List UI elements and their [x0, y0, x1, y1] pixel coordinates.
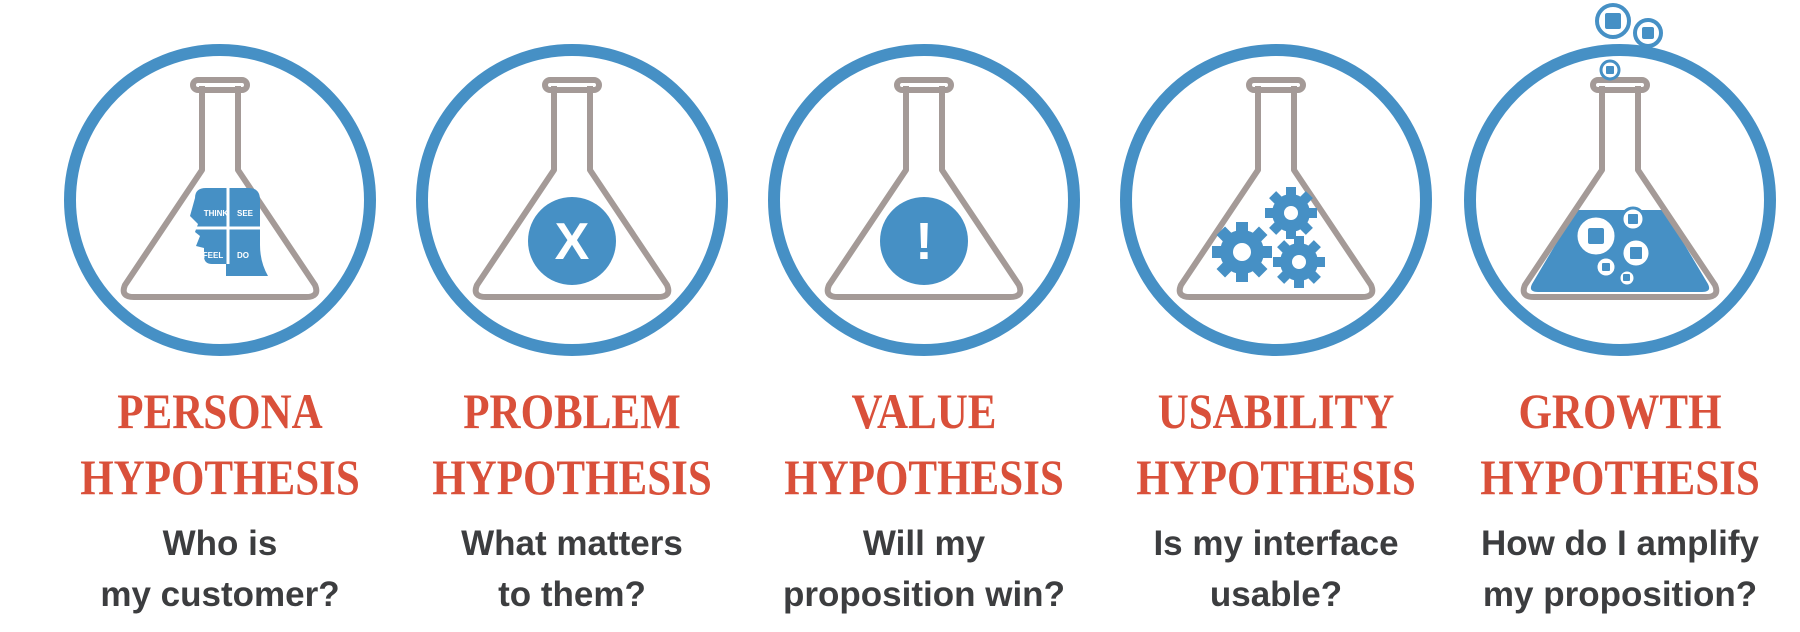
usability-title: USABILITY HYPOTHESIS: [1121, 378, 1431, 510]
gear-icon: [1212, 222, 1272, 282]
question-line-1: Is my interface: [1153, 524, 1399, 563]
flask-outline: [120, 86, 320, 300]
question-line-2: usable?: [1209, 575, 1343, 614]
question-line-1: Who is: [162, 524, 278, 563]
icon-ring: [1464, 44, 1776, 356]
value-question: Will my proposition win?: [744, 518, 1104, 620]
value-flask-icon: !: [768, 44, 1080, 356]
x-symbol: X: [555, 213, 590, 271]
persona-head-icon: THINK SEE FEEL DO: [190, 188, 268, 276]
growth-panel: GROWTH HYPOTHESIS How do I amplify my pr…: [1440, 0, 1800, 632]
title-line-2: HYPOTHESIS: [1480, 449, 1760, 505]
title-line-2: HYPOTHESIS: [784, 449, 1064, 505]
title-line-1: PROBLEM: [463, 383, 681, 439]
question-line-1: Will my: [862, 524, 986, 563]
gear-icon: [1265, 187, 1317, 239]
see-label: SEE: [237, 209, 254, 218]
persona-panel: THINK SEE FEEL DO PERSONA HYPOTHESIS Who…: [40, 0, 400, 632]
exclamation-circle-icon: !: [880, 197, 968, 285]
persona-title: PERSONA HYPOTHESIS: [65, 378, 375, 510]
problem-question: What matters to them?: [392, 518, 752, 620]
question-line-2: my proposition?: [1482, 575, 1758, 614]
bubble-group: [1574, 59, 1652, 288]
x-circle-icon: X: [528, 197, 616, 285]
icon-ring: [64, 44, 376, 356]
problem-title: PROBLEM HYPOTHESIS: [417, 378, 727, 510]
persona-flask-icon: THINK SEE FEEL DO: [64, 44, 376, 356]
icon-ring: [416, 44, 728, 356]
flask-outline: [472, 86, 672, 300]
question-line-2: proposition win?: [783, 575, 1065, 614]
flask-outline: [1520, 86, 1720, 300]
question-line-1: How do I amplify: [1480, 524, 1760, 563]
usability-question: Is my interface usable?: [1096, 518, 1456, 620]
gears-icon: [1212, 187, 1325, 288]
problem-panel: X PROBLEM HYPOTHESIS What matters to the…: [392, 0, 752, 632]
question-line-1: What matters: [461, 524, 683, 563]
icon-ring: [1120, 44, 1432, 356]
growth-question: How do I amplify my proposition?: [1440, 518, 1800, 620]
do-label: DO: [237, 251, 249, 260]
title-line-2: HYPOTHESIS: [432, 449, 712, 505]
icon-ring: [768, 44, 1080, 356]
title-line-1: USABILITY: [1157, 383, 1395, 439]
usability-panel: USABILITY HYPOTHESIS Is my interface usa…: [1096, 0, 1456, 632]
growth-flask-icon: [1464, 3, 1776, 356]
usability-flask-icon: [1120, 44, 1432, 356]
title-line-1: GROWTH: [1518, 383, 1722, 439]
flask-outline: [1176, 86, 1376, 300]
flask-lip: [894, 77, 954, 93]
gear-icon: [1273, 236, 1325, 288]
growth-title: GROWTH HYPOTHESIS: [1465, 378, 1775, 510]
flask-lip: [1590, 77, 1650, 93]
persona-question: Who is my customer?: [40, 518, 400, 620]
bubble-squares: [1588, 66, 1642, 281]
think-label: THINK: [204, 209, 229, 218]
flask-lip: [190, 77, 250, 93]
title-line-1: VALUE: [851, 383, 997, 439]
exclamation-symbol: !: [915, 213, 932, 271]
title-line-2: HYPOTHESIS: [1136, 449, 1416, 505]
value-panel: ! VALUE HYPOTHESIS Will my proposition w…: [744, 0, 1104, 632]
title-line-2: HYPOTHESIS: [80, 449, 360, 505]
problem-flask-icon: X: [416, 44, 728, 356]
flask-outline: [824, 86, 1024, 300]
bubbling-liquid-icon: [1520, 3, 1720, 300]
value-title: VALUE HYPOTHESIS: [769, 378, 1079, 510]
title-line-1: PERSONA: [117, 383, 323, 439]
question-line-2: to them?: [498, 575, 646, 614]
feel-label: FEEL: [203, 251, 224, 260]
question-line-2: my customer?: [100, 575, 340, 614]
flask-lip: [542, 77, 602, 93]
flask-lip: [1246, 77, 1306, 93]
